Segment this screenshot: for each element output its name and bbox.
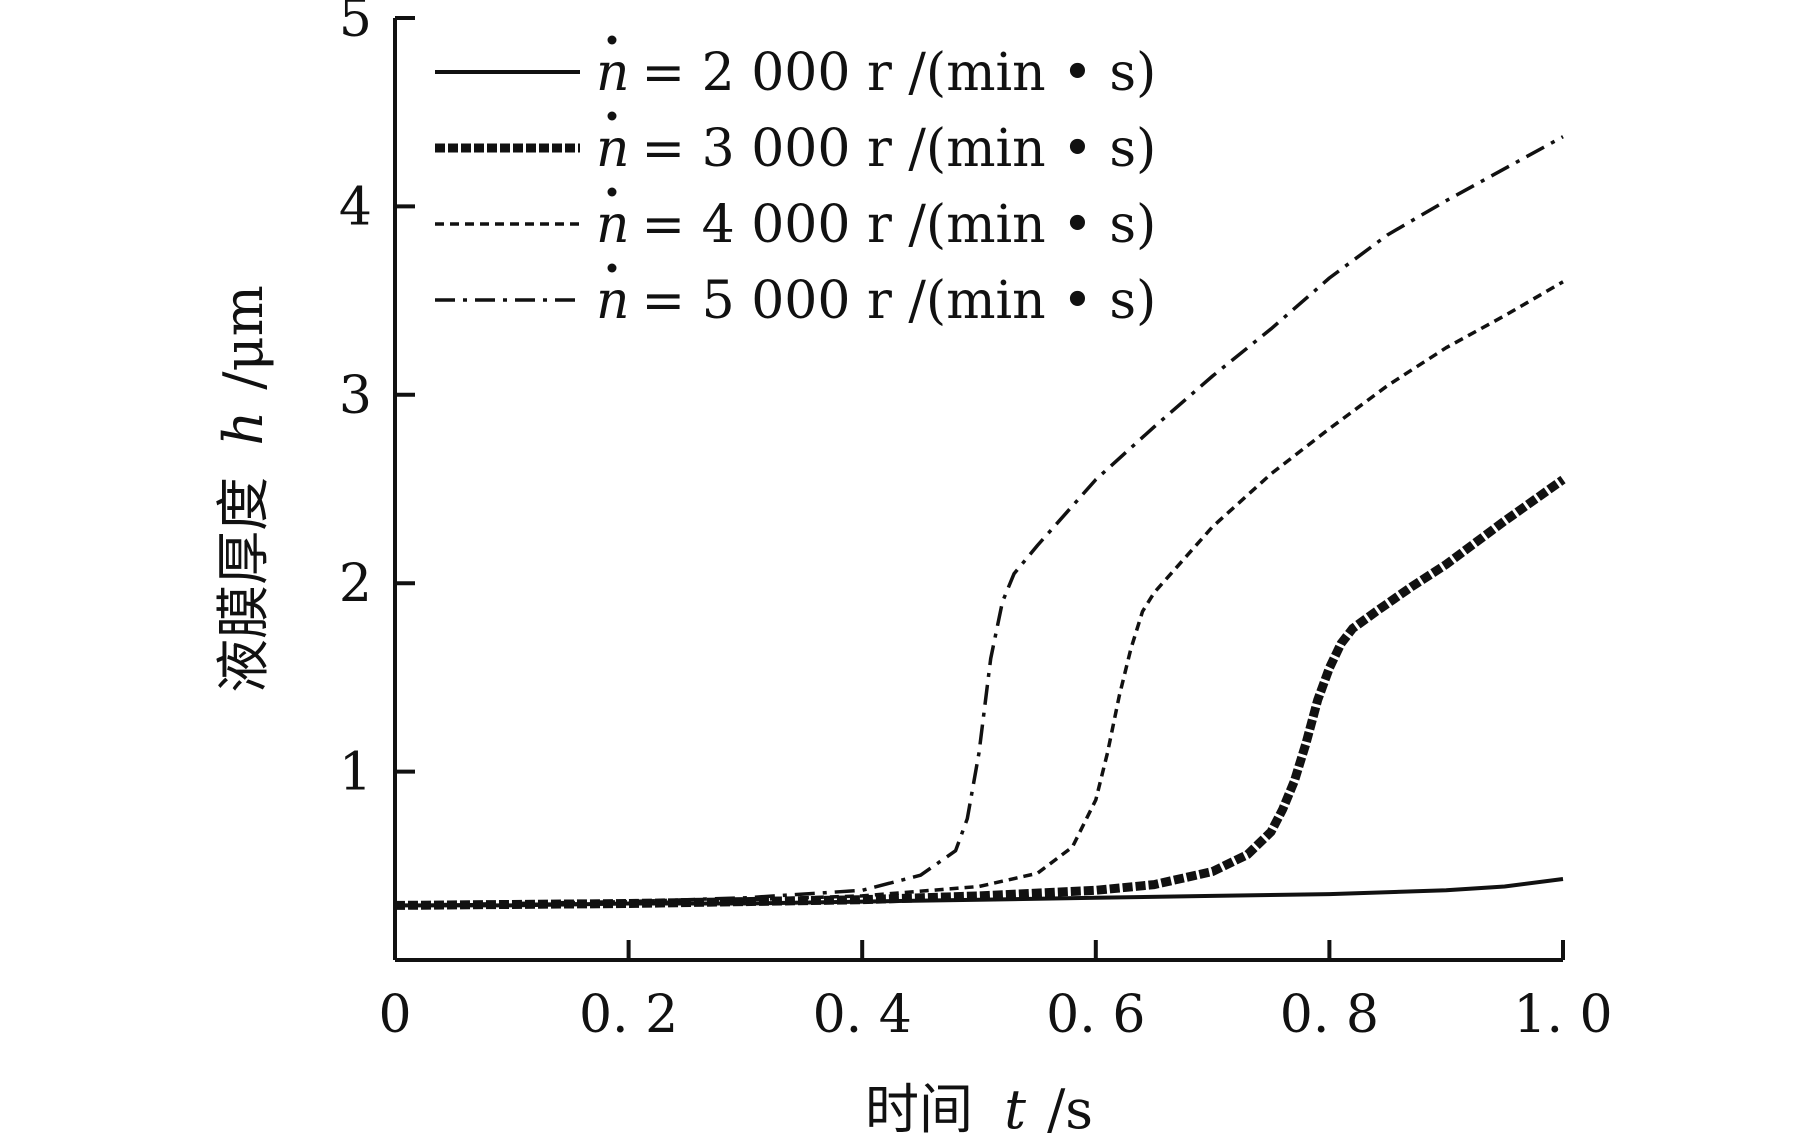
x-axis-title-var: t bbox=[1004, 1078, 1026, 1140]
series-line-3 bbox=[394, 280, 1564, 908]
series-line-4 bbox=[394, 135, 1564, 908]
tick-labels: 0 0. 2 0. 4 0. 6 0. 8 1. 0 1 2 3 4 5 bbox=[339, 0, 1613, 1045]
x-tick-label: 0. 6 bbox=[1046, 985, 1145, 1045]
legend-var: n bbox=[596, 43, 630, 103]
y-tick-label: 2 bbox=[339, 554, 372, 614]
x-tick-label: 0. 4 bbox=[813, 985, 912, 1045]
legend-var: n bbox=[596, 119, 630, 179]
y-axis-title-var: h bbox=[212, 411, 275, 446]
legend-overdot bbox=[607, 35, 617, 45]
legend-entry-3: n = 4 000 r /(min • s) bbox=[596, 195, 1156, 255]
legend-entry-1: n = 2 000 r /(min • s) bbox=[596, 43, 1156, 103]
y-tick-label: 1 bbox=[339, 743, 372, 803]
y-axis-title-text: 液膜厚度 bbox=[212, 477, 275, 693]
legend-var: n bbox=[596, 271, 630, 331]
y-tick-label: 5 bbox=[339, 0, 372, 49]
y-tick-label: 4 bbox=[339, 177, 372, 237]
legend-overdot bbox=[607, 111, 617, 121]
series-layer bbox=[394, 135, 1566, 910]
x-tick-label: 0 bbox=[378, 985, 411, 1045]
legend-var: n bbox=[596, 195, 630, 255]
series-line-2 bbox=[394, 475, 1566, 910]
x-tick-label: 1. 0 bbox=[1513, 985, 1612, 1045]
x-axis-title-text: 时间 bbox=[865, 1078, 973, 1140]
y-axis-title: 液膜厚度 h /μm bbox=[212, 285, 275, 693]
legend-label: = 3 000 r /(min • s) bbox=[642, 119, 1157, 179]
legend-label: = 5 000 r /(min • s) bbox=[642, 271, 1157, 331]
x-tick-label: 0. 2 bbox=[579, 985, 678, 1045]
legend-label: = 2 000 r /(min • s) bbox=[642, 43, 1157, 103]
x-tick-label: 0. 8 bbox=[1280, 985, 1379, 1045]
tick-marks bbox=[395, 16, 1565, 960]
x-axis-title: 时间 t /s bbox=[865, 1078, 1093, 1140]
legend-overdot bbox=[607, 263, 617, 273]
legend-entry-2: n = 3 000 r /(min • s) bbox=[596, 119, 1156, 179]
legend: n = 2 000 r /(min • s)n = 3 000 r /(min • … bbox=[435, 35, 1156, 331]
legend-entry-4: n = 5 000 r /(min • s) bbox=[596, 271, 1156, 331]
axes bbox=[393, 18, 1563, 962]
legend-label: = 4 000 r /(min • s) bbox=[642, 195, 1157, 255]
y-axis-title-unit: /μm bbox=[212, 285, 275, 390]
y-tick-label: 3 bbox=[339, 366, 372, 426]
legend-overdot bbox=[607, 187, 617, 197]
x-axis-title-unit: /s bbox=[1047, 1078, 1093, 1140]
